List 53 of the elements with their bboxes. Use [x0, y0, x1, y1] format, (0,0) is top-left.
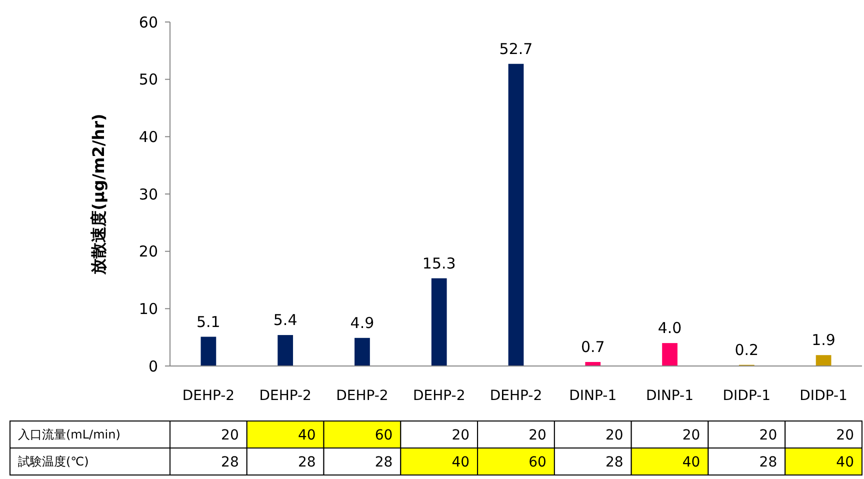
data-label: 0.2: [734, 340, 759, 359]
data-label: 20: [528, 427, 546, 444]
data-label: 40: [682, 454, 700, 470]
data-label: 5.1: [196, 312, 220, 331]
data-label: 28: [759, 454, 778, 470]
data-label: 28: [221, 454, 239, 470]
data-label: 20: [221, 427, 239, 444]
data-label: 60: [528, 454, 546, 470]
x-tick-label: DIDP-1: [800, 388, 848, 404]
x-tick-label: DEHP-2: [182, 388, 235, 404]
data-label: 52.7: [499, 40, 533, 58]
data-label: 40: [836, 454, 854, 470]
bar: [816, 355, 832, 366]
y-tick-label: 40: [138, 128, 158, 146]
y-tick-label: 試験温度(℃): [18, 454, 89, 469]
y-tick-label: 60: [138, 13, 158, 32]
data-label: 40: [298, 427, 316, 444]
bar: [508, 64, 524, 366]
x-tick-label: DEHP-2: [336, 388, 388, 404]
data-label: 20: [452, 427, 470, 444]
x-tick-label: DIDP-1: [722, 388, 771, 404]
y-tick-label: 0: [148, 357, 158, 376]
x-tick-label: DEHP-2: [412, 388, 466, 404]
bar: [431, 278, 447, 366]
data-label: 4.9: [350, 314, 374, 332]
y-tick-label: 10: [138, 300, 158, 318]
x-tick-label: DINP-1: [569, 388, 617, 404]
data-label: 20: [836, 427, 854, 444]
bar: [200, 336, 216, 366]
data-label: 20: [759, 427, 778, 444]
data-label: 5.4: [273, 311, 298, 330]
bar: [662, 343, 678, 366]
data-label: 0.7: [580, 338, 605, 356]
x-tick-label: DEHP-2: [490, 388, 542, 404]
y-tick-label: 入口流量(mL/min): [18, 428, 120, 442]
data-label: 40: [452, 454, 470, 470]
data-label: 20: [682, 427, 700, 444]
data-label: 28: [606, 454, 624, 470]
x-tick-label: DINP-1: [646, 388, 694, 404]
y-axis-title: 放散速度(μg/m2/hr): [89, 114, 108, 276]
y-tick-label: 50: [138, 70, 158, 89]
data-label: 15.3: [422, 254, 456, 272]
bar: [278, 335, 294, 366]
y-tick-label: 20: [138, 242, 158, 261]
data-label: 28: [298, 454, 316, 470]
y-tick-label: 30: [138, 185, 158, 204]
data-label: 4.0: [658, 319, 682, 338]
data-label: 60: [374, 427, 393, 444]
bar: [354, 338, 370, 366]
data-label: 28: [374, 454, 393, 470]
x-tick-label: DEHP-2: [259, 388, 312, 404]
data-label: 1.9: [812, 331, 836, 350]
data-label: 20: [606, 427, 624, 444]
